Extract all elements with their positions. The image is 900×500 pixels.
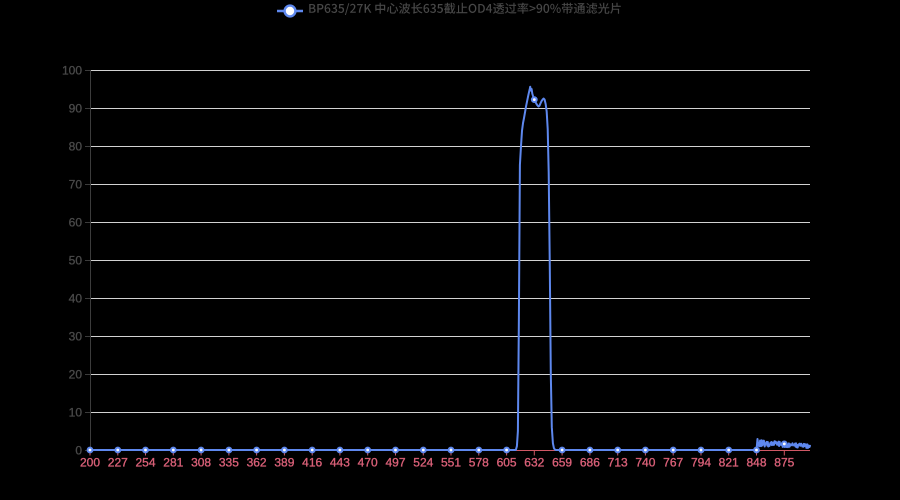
svg-text:281: 281 xyxy=(163,456,183,470)
svg-text:227: 227 xyxy=(108,456,128,470)
svg-text:524: 524 xyxy=(413,456,433,470)
svg-text:578: 578 xyxy=(469,456,489,470)
svg-text:40: 40 xyxy=(69,291,83,305)
svg-text:848: 848 xyxy=(746,456,766,470)
svg-text:362: 362 xyxy=(247,456,267,470)
svg-text:0: 0 xyxy=(75,443,82,457)
svg-text:659: 659 xyxy=(552,456,572,470)
svg-text:632: 632 xyxy=(524,456,544,470)
svg-text:254: 254 xyxy=(135,456,155,470)
svg-text:686: 686 xyxy=(580,456,600,470)
svg-text:200: 200 xyxy=(80,456,100,470)
svg-text:30: 30 xyxy=(69,329,83,343)
svg-text:80: 80 xyxy=(69,139,83,153)
svg-text:60: 60 xyxy=(69,215,83,229)
svg-text:794: 794 xyxy=(691,456,711,470)
svg-text:416: 416 xyxy=(302,456,322,470)
svg-text:767: 767 xyxy=(663,456,683,470)
svg-text:70: 70 xyxy=(69,177,83,191)
svg-text:100: 100 xyxy=(62,63,82,77)
svg-text:20: 20 xyxy=(69,367,83,381)
svg-text:335: 335 xyxy=(219,456,239,470)
svg-text:90: 90 xyxy=(69,101,83,115)
svg-text:713: 713 xyxy=(608,456,628,470)
svg-text:875: 875 xyxy=(774,456,794,470)
svg-text:50: 50 xyxy=(69,253,83,267)
svg-text:605: 605 xyxy=(497,456,517,470)
svg-text:821: 821 xyxy=(719,456,739,470)
svg-text:740: 740 xyxy=(635,456,655,470)
svg-text:497: 497 xyxy=(385,456,405,470)
svg-text:443: 443 xyxy=(330,456,350,470)
svg-text:470: 470 xyxy=(358,456,378,470)
svg-text:308: 308 xyxy=(191,456,211,470)
svg-text:389: 389 xyxy=(274,456,294,470)
svg-text:10: 10 xyxy=(69,405,83,419)
svg-text:551: 551 xyxy=(441,456,461,470)
